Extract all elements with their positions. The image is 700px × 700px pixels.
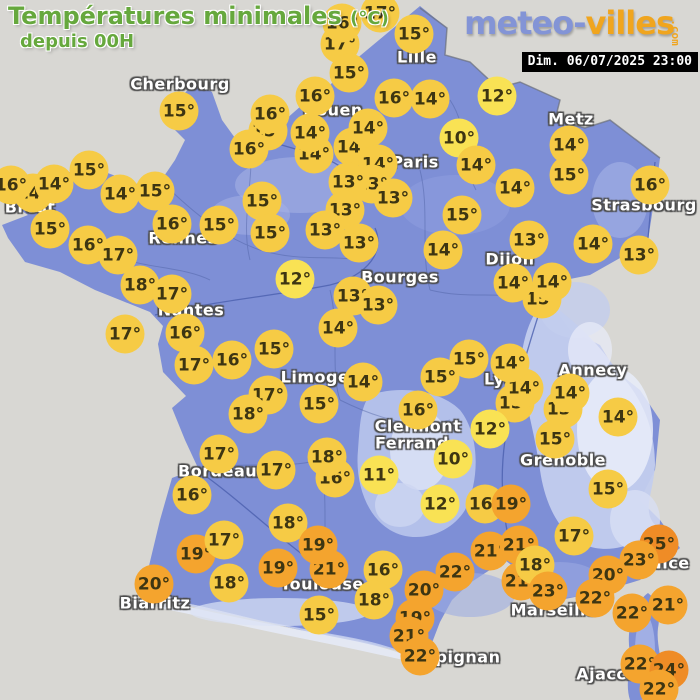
temp-bubble: 14° — [490, 343, 530, 383]
temp-bubble: 14° — [598, 397, 638, 437]
temp-bubble: 18° — [354, 580, 394, 620]
city-label: Limoges — [280, 367, 360, 387]
city-label: Bourges — [361, 267, 439, 287]
temp-bubble: 16° — [398, 390, 438, 430]
temp-bubble: 19° — [298, 525, 338, 565]
temp-bubble: 15° — [250, 213, 290, 253]
meteo-villes-logo[interactable]: meteo-villes — [464, 4, 675, 42]
temp-bubble: 11° — [359, 455, 399, 495]
temp-bubble: 17° — [105, 314, 145, 354]
temp-bubble: 12° — [275, 259, 315, 299]
temp-bubble: 17° — [174, 345, 214, 385]
city-label: Ferrand — [374, 433, 450, 453]
temp-bubble: 18° — [209, 563, 249, 603]
temp-bubble: 22° — [400, 636, 440, 676]
page-title: Températures minimales (°C) — [8, 2, 389, 30]
temp-bubble: 22° — [435, 552, 475, 592]
city-label: Grenoble — [519, 450, 607, 470]
temp-bubble: 14° — [532, 262, 572, 302]
city-label: Strasbourg — [591, 195, 697, 215]
temp-bubble: 17° — [98, 235, 138, 275]
temp-bubble: 14° — [456, 145, 496, 185]
temp-bubble: 15° — [159, 91, 199, 131]
temp-bubble: 14° — [493, 263, 533, 303]
temp-bubble: 15° — [254, 329, 294, 369]
temp-bubble: 15° — [394, 14, 434, 54]
temp-bubble: 19° — [491, 484, 531, 524]
temp-bubble: 14° — [423, 230, 463, 270]
page-title-text: Températures minimales — [8, 2, 342, 30]
temp-bubble: 15° — [549, 155, 589, 195]
temp-bubble: 13° — [305, 210, 345, 250]
page-title-unit: (°C) — [350, 8, 389, 29]
temp-bubble: 22° — [575, 578, 615, 618]
city-label: Marseille — [510, 600, 598, 620]
temp-bubble: 17° — [204, 520, 244, 560]
logo-com-suffix: .com — [668, 19, 682, 46]
temp-bubble: 15° — [69, 150, 109, 190]
temp-bubble: 15° — [449, 339, 489, 379]
temp-bubble: 16° — [0, 165, 31, 205]
temp-bubble: 14° — [290, 113, 330, 153]
temp-bubble: 12° — [420, 484, 460, 524]
logo-meteo-part: meteo- — [464, 4, 586, 42]
temp-bubble: 12° — [470, 409, 510, 449]
temp-bubble: 15° — [299, 384, 339, 424]
temp-bubble: 13° — [358, 285, 398, 325]
temp-bubble: 22° — [612, 593, 652, 633]
temp-bubble: 14° — [343, 362, 383, 402]
temp-bubble: 18° — [228, 394, 268, 434]
city-label: Paris — [391, 152, 439, 172]
temp-bubble: 23° — [528, 571, 568, 611]
temp-bubble: 15° — [299, 595, 339, 635]
temp-bubble: 18° — [307, 437, 347, 477]
temp-bubble: 10° — [433, 439, 473, 479]
page-subtitle: depuis 00H — [20, 31, 135, 52]
datetime-badge: Dim. 06/07/2025 23:00 — [521, 52, 698, 72]
temp-bubble: 16° — [250, 94, 290, 134]
temp-bubble: 15° — [30, 209, 70, 249]
temp-bubble: 16° — [152, 204, 192, 244]
temp-bubble: 14° — [573, 224, 613, 264]
temp-bubble: 16° — [322, 3, 362, 43]
temp-bubble: 16° — [295, 76, 335, 116]
city-label: Cherbourg — [130, 74, 230, 94]
temp-bubble: 20° — [134, 564, 174, 604]
temp-bubble: 19° — [258, 548, 298, 588]
temp-bubble: 14° — [410, 79, 450, 119]
temp-bubble: 17° — [152, 274, 192, 314]
temp-bubble: 14° — [318, 308, 358, 348]
temp-bubble: 17° — [256, 450, 296, 490]
city-label: Metz — [548, 109, 594, 129]
temp-bubble: 14° — [550, 373, 590, 413]
temp-bubble: 22° — [639, 669, 679, 700]
temp-bubble: 15° — [199, 205, 239, 245]
temp-bubble: 14° — [495, 168, 535, 208]
temp-bubble: 14° — [348, 108, 388, 148]
temp-bubble: 16° — [229, 129, 269, 169]
temp-bubble: 13° — [373, 178, 413, 218]
temp-bubble: 13° — [509, 220, 549, 260]
temp-bubble: 15° — [329, 53, 369, 93]
temp-bubble: 17° — [554, 516, 594, 556]
temp-bubble: 15° — [535, 419, 575, 459]
temp-bubble: 15° — [135, 171, 175, 211]
temp-bubble: 17° — [199, 434, 239, 474]
temp-bubble: 21° — [648, 585, 688, 625]
temp-bubble: 13° — [619, 235, 659, 275]
temp-bubble: 12° — [477, 76, 517, 116]
logo-villes-part: villes — [585, 4, 675, 42]
temp-bubble: 16° — [212, 340, 252, 380]
temp-bubble: 14° — [34, 164, 74, 204]
temp-bubble: 13° — [339, 223, 379, 263]
temp-bubble: 16° — [630, 165, 670, 205]
temp-bubble: 14° — [100, 174, 140, 214]
temp-bubble: 16° — [374, 78, 414, 118]
temp-bubble: 16° — [165, 313, 205, 353]
temp-bubble: 16° — [172, 475, 212, 515]
temp-bubble: 17° — [360, 0, 400, 33]
temp-bubble: 15° — [588, 469, 628, 509]
temp-bubble: 15° — [442, 195, 482, 235]
